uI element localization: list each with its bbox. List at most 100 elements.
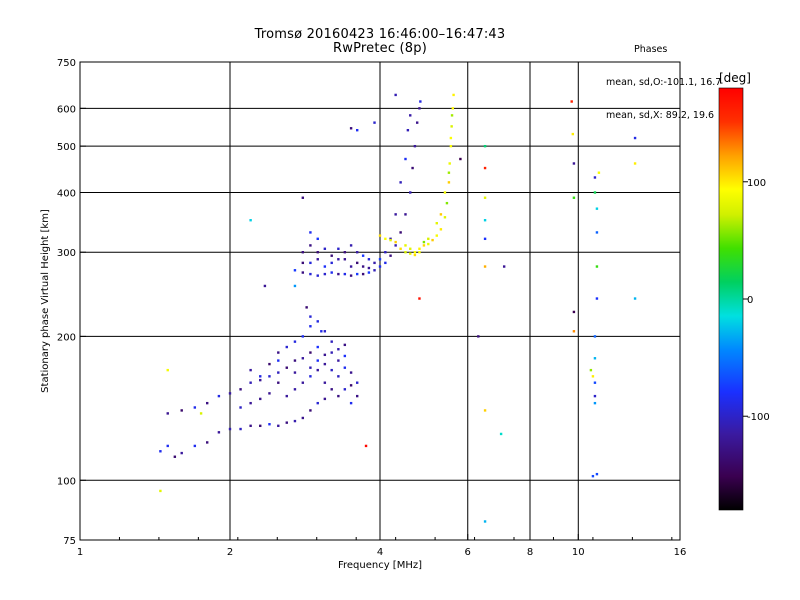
scatter-point: [343, 343, 347, 347]
scatter-point: [409, 252, 412, 255]
scatter-point: [277, 424, 280, 428]
scatter-point: [445, 201, 449, 205]
scatter-point: [330, 271, 333, 274]
scatter-point: [418, 251, 421, 254]
scatter-point: [389, 238, 392, 242]
scatter-point: [355, 251, 359, 254]
scatter-point: [483, 196, 487, 199]
scatter-point: [343, 366, 347, 369]
scatter-point: [293, 371, 297, 374]
scatter-point: [309, 409, 312, 412]
scatter-point: [378, 234, 382, 237]
scatter-point: [409, 191, 412, 194]
scatter-point: [409, 114, 412, 117]
scatter-point: [309, 231, 312, 234]
scatter-point: [449, 144, 453, 148]
scatter-point: [305, 306, 308, 309]
scatter-point: [293, 359, 297, 362]
scatter-point: [435, 222, 438, 225]
colorbar-ticks: 100 0 -100: [743, 178, 770, 423]
scatter-point: [427, 242, 430, 246]
scatter-point: [373, 261, 376, 265]
scatter-point: [309, 375, 312, 378]
scatter-point: [285, 394, 288, 398]
scatter-point: [404, 244, 407, 247]
scatter-point: [418, 107, 421, 110]
scatter-point: [173, 455, 177, 458]
scatter-point: [355, 381, 359, 384]
scatter-point: [293, 269, 297, 272]
colorbar-tick-label: 0: [747, 295, 753, 306]
scatter-point: [323, 265, 327, 268]
x-tick-label: 16: [674, 547, 687, 558]
scatter-point: [450, 114, 454, 117]
scatter-point: [591, 375, 595, 378]
scatter-point: [316, 237, 319, 241]
scatter-point: [228, 427, 232, 431]
scatter-point: [323, 362, 327, 366]
scatter-point: [389, 237, 392, 241]
scatter-point: [572, 330, 576, 333]
scatter-point: [593, 357, 597, 360]
scatter-point: [483, 144, 487, 148]
scatter-point: [593, 381, 597, 384]
stats-heading: Phases: [634, 44, 668, 55]
scatter-point: [259, 424, 262, 428]
scatter-point: [309, 366, 312, 369]
scatter-point: [361, 272, 365, 276]
scatter-point: [159, 450, 162, 453]
scatter-point: [502, 265, 506, 268]
scatter-point: [268, 375, 271, 378]
scatter-point: [337, 359, 340, 362]
scatter-point: [323, 353, 327, 357]
colorbar-gradient: [718, 87, 744, 511]
scatter-point: [166, 368, 169, 372]
scatter-point: [316, 345, 319, 349]
scatter-point: [418, 247, 421, 250]
scatter-point: [384, 251, 387, 254]
scatter-point: [316, 320, 319, 323]
scatter-point: [404, 157, 407, 161]
scatter-point: [355, 128, 359, 132]
scatter-point: [330, 261, 333, 265]
scatter-point: [301, 196, 305, 199]
scatter-point: [337, 348, 340, 351]
scatter-point: [309, 261, 312, 265]
scatter-point: [633, 297, 637, 300]
scatter-point: [309, 272, 312, 276]
scatter-point: [595, 265, 599, 268]
scatter-point: [399, 247, 402, 250]
scatter-point: [293, 419, 297, 423]
scatter-point: [448, 162, 451, 165]
scatter-point: [217, 431, 221, 434]
scatter-point: [166, 412, 169, 415]
scatter-point: [309, 351, 312, 354]
scatter-point: [349, 384, 353, 387]
y-tick-label: 200: [57, 332, 76, 343]
scatter-point: [277, 359, 280, 362]
scatter-point: [330, 388, 333, 391]
scatter-point: [349, 274, 353, 277]
scatter-point: [285, 345, 288, 349]
scatter-point: [323, 381, 327, 384]
scatter-point: [180, 409, 183, 412]
scatter-point: [301, 271, 305, 274]
scatter-point: [572, 162, 576, 165]
x-tick-label: 10: [572, 547, 585, 558]
stats-x-values: 89.2, 19.6: [662, 110, 715, 121]
scatter-point: [571, 132, 575, 136]
scatter-point: [263, 284, 267, 288]
scatter-point: [593, 176, 597, 179]
scatter-point: [309, 315, 312, 318]
scatter-point: [378, 265, 382, 268]
scatter-point: [249, 368, 252, 372]
scatter-point: [633, 162, 637, 165]
scatter-point: [349, 401, 353, 405]
scatter-point: [443, 216, 447, 219]
scatter-point: [483, 237, 487, 241]
scatter-point: [394, 93, 397, 97]
scatter-point: [361, 254, 365, 257]
scatter-point: [159, 489, 162, 493]
scatter-point: [320, 330, 323, 333]
scatter-point: [316, 258, 319, 261]
